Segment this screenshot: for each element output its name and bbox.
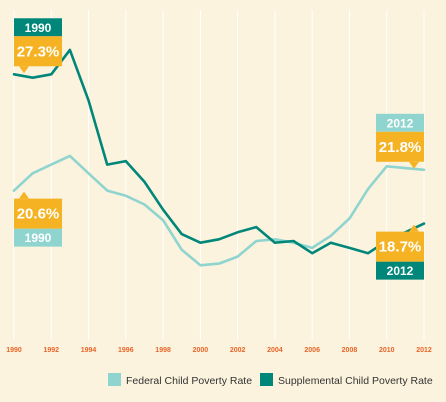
callout-pointer <box>19 66 29 74</box>
callout-year-box <box>376 113 424 132</box>
x-tick-label: 2010 <box>379 347 395 354</box>
series-line-federal <box>12 154 426 267</box>
x-tick-label: 2004 <box>267 347 283 354</box>
chart-series-lines <box>12 48 426 267</box>
callout-value-label: 27.3% <box>17 43 60 60</box>
callout-value-label: 20.6% <box>17 206 60 223</box>
series-line-supplemental <box>12 48 426 255</box>
x-axis-tick-labels: 1990 1992 1994 1996 1998 2000 2002 2004 2006 2008… <box>6 347 432 354</box>
x-tick-label: 2012 <box>416 347 432 354</box>
chart-legend: Federal Child Poverty Rate Supplemental C… <box>108 373 433 387</box>
x-tick-label: 2000 <box>193 347 209 354</box>
legend-label: Federal Child Poverty Rate <box>126 375 252 387</box>
callout-year-label: 1990 <box>25 231 52 245</box>
chart-callouts: 1990 27.3% 1990 20.6% 2012 21.8% 2012 18.7% <box>14 18 424 280</box>
callout-value-box <box>376 131 424 162</box>
x-tick-label: 1992 <box>43 347 59 354</box>
x-tick-label: 1996 <box>118 347 134 354</box>
callout-year-box <box>14 228 62 247</box>
callout-year-label: 2012 <box>387 264 414 278</box>
callout-year-label: 1990 <box>25 21 52 35</box>
x-tick-label: 2002 <box>230 347 246 354</box>
callout-year-label: 2012 <box>387 116 414 130</box>
callout-value-label: 18.7% <box>379 239 422 256</box>
callout-value-box <box>14 198 62 229</box>
callout-value-box <box>376 231 424 262</box>
x-tick-label: 1990 <box>6 347 22 354</box>
legend-swatch <box>260 373 273 386</box>
x-tick-label: 1994 <box>81 347 97 354</box>
x-tick-label: 2006 <box>304 347 320 354</box>
x-tick-label: 1998 <box>155 347 171 354</box>
callout-year-box <box>14 18 62 37</box>
callout-value-box <box>14 36 62 67</box>
callout-pointer <box>409 224 419 232</box>
callout-year-box <box>376 261 424 280</box>
callout-value-label: 21.8% <box>379 139 422 156</box>
legend-swatch <box>108 373 121 386</box>
x-tick-label: 2008 <box>342 347 358 354</box>
callout-pointer <box>19 191 29 199</box>
legend-label: Supplemental Child Poverty Rate <box>278 375 433 387</box>
callout-pointer <box>409 161 419 169</box>
